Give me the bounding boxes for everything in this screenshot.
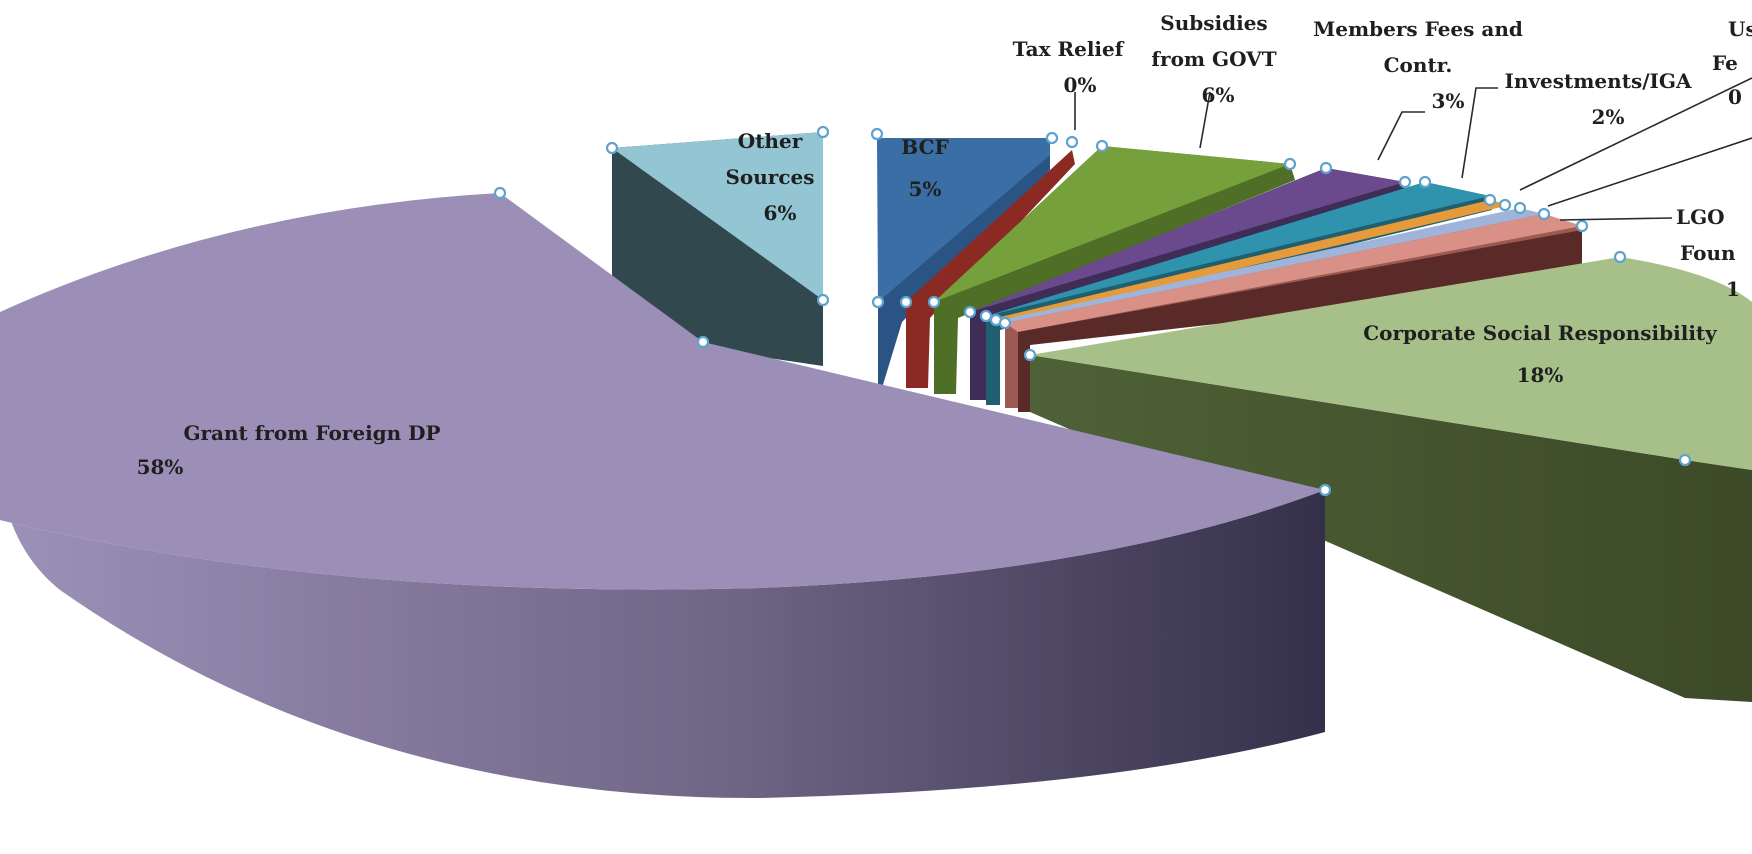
leader-lines — [1074, 77, 1752, 221]
label-investments-value: 2% — [1592, 105, 1625, 129]
slice-other-sources — [612, 132, 823, 366]
slice-grant-top — [0, 193, 1325, 590]
leader-user-fees — [1519, 77, 1752, 191]
slice-minor-maroon-side — [1018, 230, 1582, 412]
leader-members-fees — [1377, 111, 1425, 161]
label-lgo-line2: Foun — [1680, 241, 1736, 265]
label-other-sources-line1: Other — [738, 129, 803, 153]
slice-csr — [1030, 257, 1752, 702]
label-tax-relief-name: Tax Relief — [1013, 37, 1125, 61]
label-members-line1: Members Fees and — [1313, 17, 1523, 41]
label-lgo-value: 1 — [1726, 277, 1740, 301]
slice-bcf-top — [877, 138, 1050, 302]
label-bcf-name: BCF — [901, 135, 948, 159]
leader-lgo — [1559, 217, 1673, 221]
slice-grant-side — [0, 476, 1325, 799]
slice-minor-blue-top — [1000, 208, 1544, 326]
label-investments-name: Investments/IGA — [1505, 69, 1692, 93]
label-other-sources-value: 6% — [764, 201, 797, 225]
label-user-fees-value: 0 — [1728, 85, 1742, 109]
slice-lgo-top — [1005, 214, 1582, 332]
slice-members-fees-top — [970, 168, 1405, 312]
label-members-line2: Contr. — [1384, 53, 1453, 77]
slice-subsidies-side — [934, 146, 1295, 394]
selection-handles — [493, 125, 1692, 497]
slice-tax-relief — [906, 150, 1075, 388]
label-grant-value: 58% — [137, 455, 184, 479]
slice-other-sources-top — [612, 132, 823, 300]
slice-minor-blue — [1000, 208, 1544, 326]
slice-grant — [0, 193, 1325, 799]
slice-investments-top — [986, 182, 1490, 316]
slice-subsidies-top — [934, 146, 1290, 302]
slice-csr-side — [1030, 355, 1752, 702]
slice-tax-relief-side — [906, 150, 1075, 388]
slice-user-fees — [996, 200, 1510, 322]
label-user-fees-line2: Fe — [1712, 51, 1738, 75]
label-members-value: 3% — [1432, 89, 1465, 113]
label-user-fees-line1: Us — [1728, 17, 1752, 41]
leader-investments — [1461, 87, 1498, 179]
label-other-sources-line2: Sources — [725, 165, 814, 189]
label-subsidies-value: 6% — [1202, 83, 1235, 107]
label-subsidies-line1: Subsidies — [1160, 11, 1267, 35]
slice-minor-maroon — [1018, 230, 1582, 412]
data-labels: Grant from Foreign DP 58% Other Sources … — [137, 11, 1752, 479]
label-lgo-line1: LGO — [1676, 205, 1725, 229]
slice-bcf-side — [878, 150, 1050, 388]
label-subsidies-line2: from GOVT — [1151, 47, 1276, 71]
slice-user-fees-top — [996, 200, 1510, 322]
label-bcf-value: 5% — [909, 177, 942, 201]
slice-subsidies — [934, 146, 1295, 394]
leader-subsidies — [1199, 91, 1211, 149]
label-csr-value: 18% — [1517, 363, 1564, 387]
leader-minor-blue — [1547, 137, 1752, 207]
slice-csr-top — [1030, 257, 1752, 470]
label-csr-name: Corporate Social Responsibility — [1363, 321, 1718, 345]
slice-bcf — [877, 138, 1050, 388]
label-tax-relief-value: 0% — [1064, 73, 1097, 97]
label-grant-name: Grant from Foreign DP — [183, 421, 440, 445]
